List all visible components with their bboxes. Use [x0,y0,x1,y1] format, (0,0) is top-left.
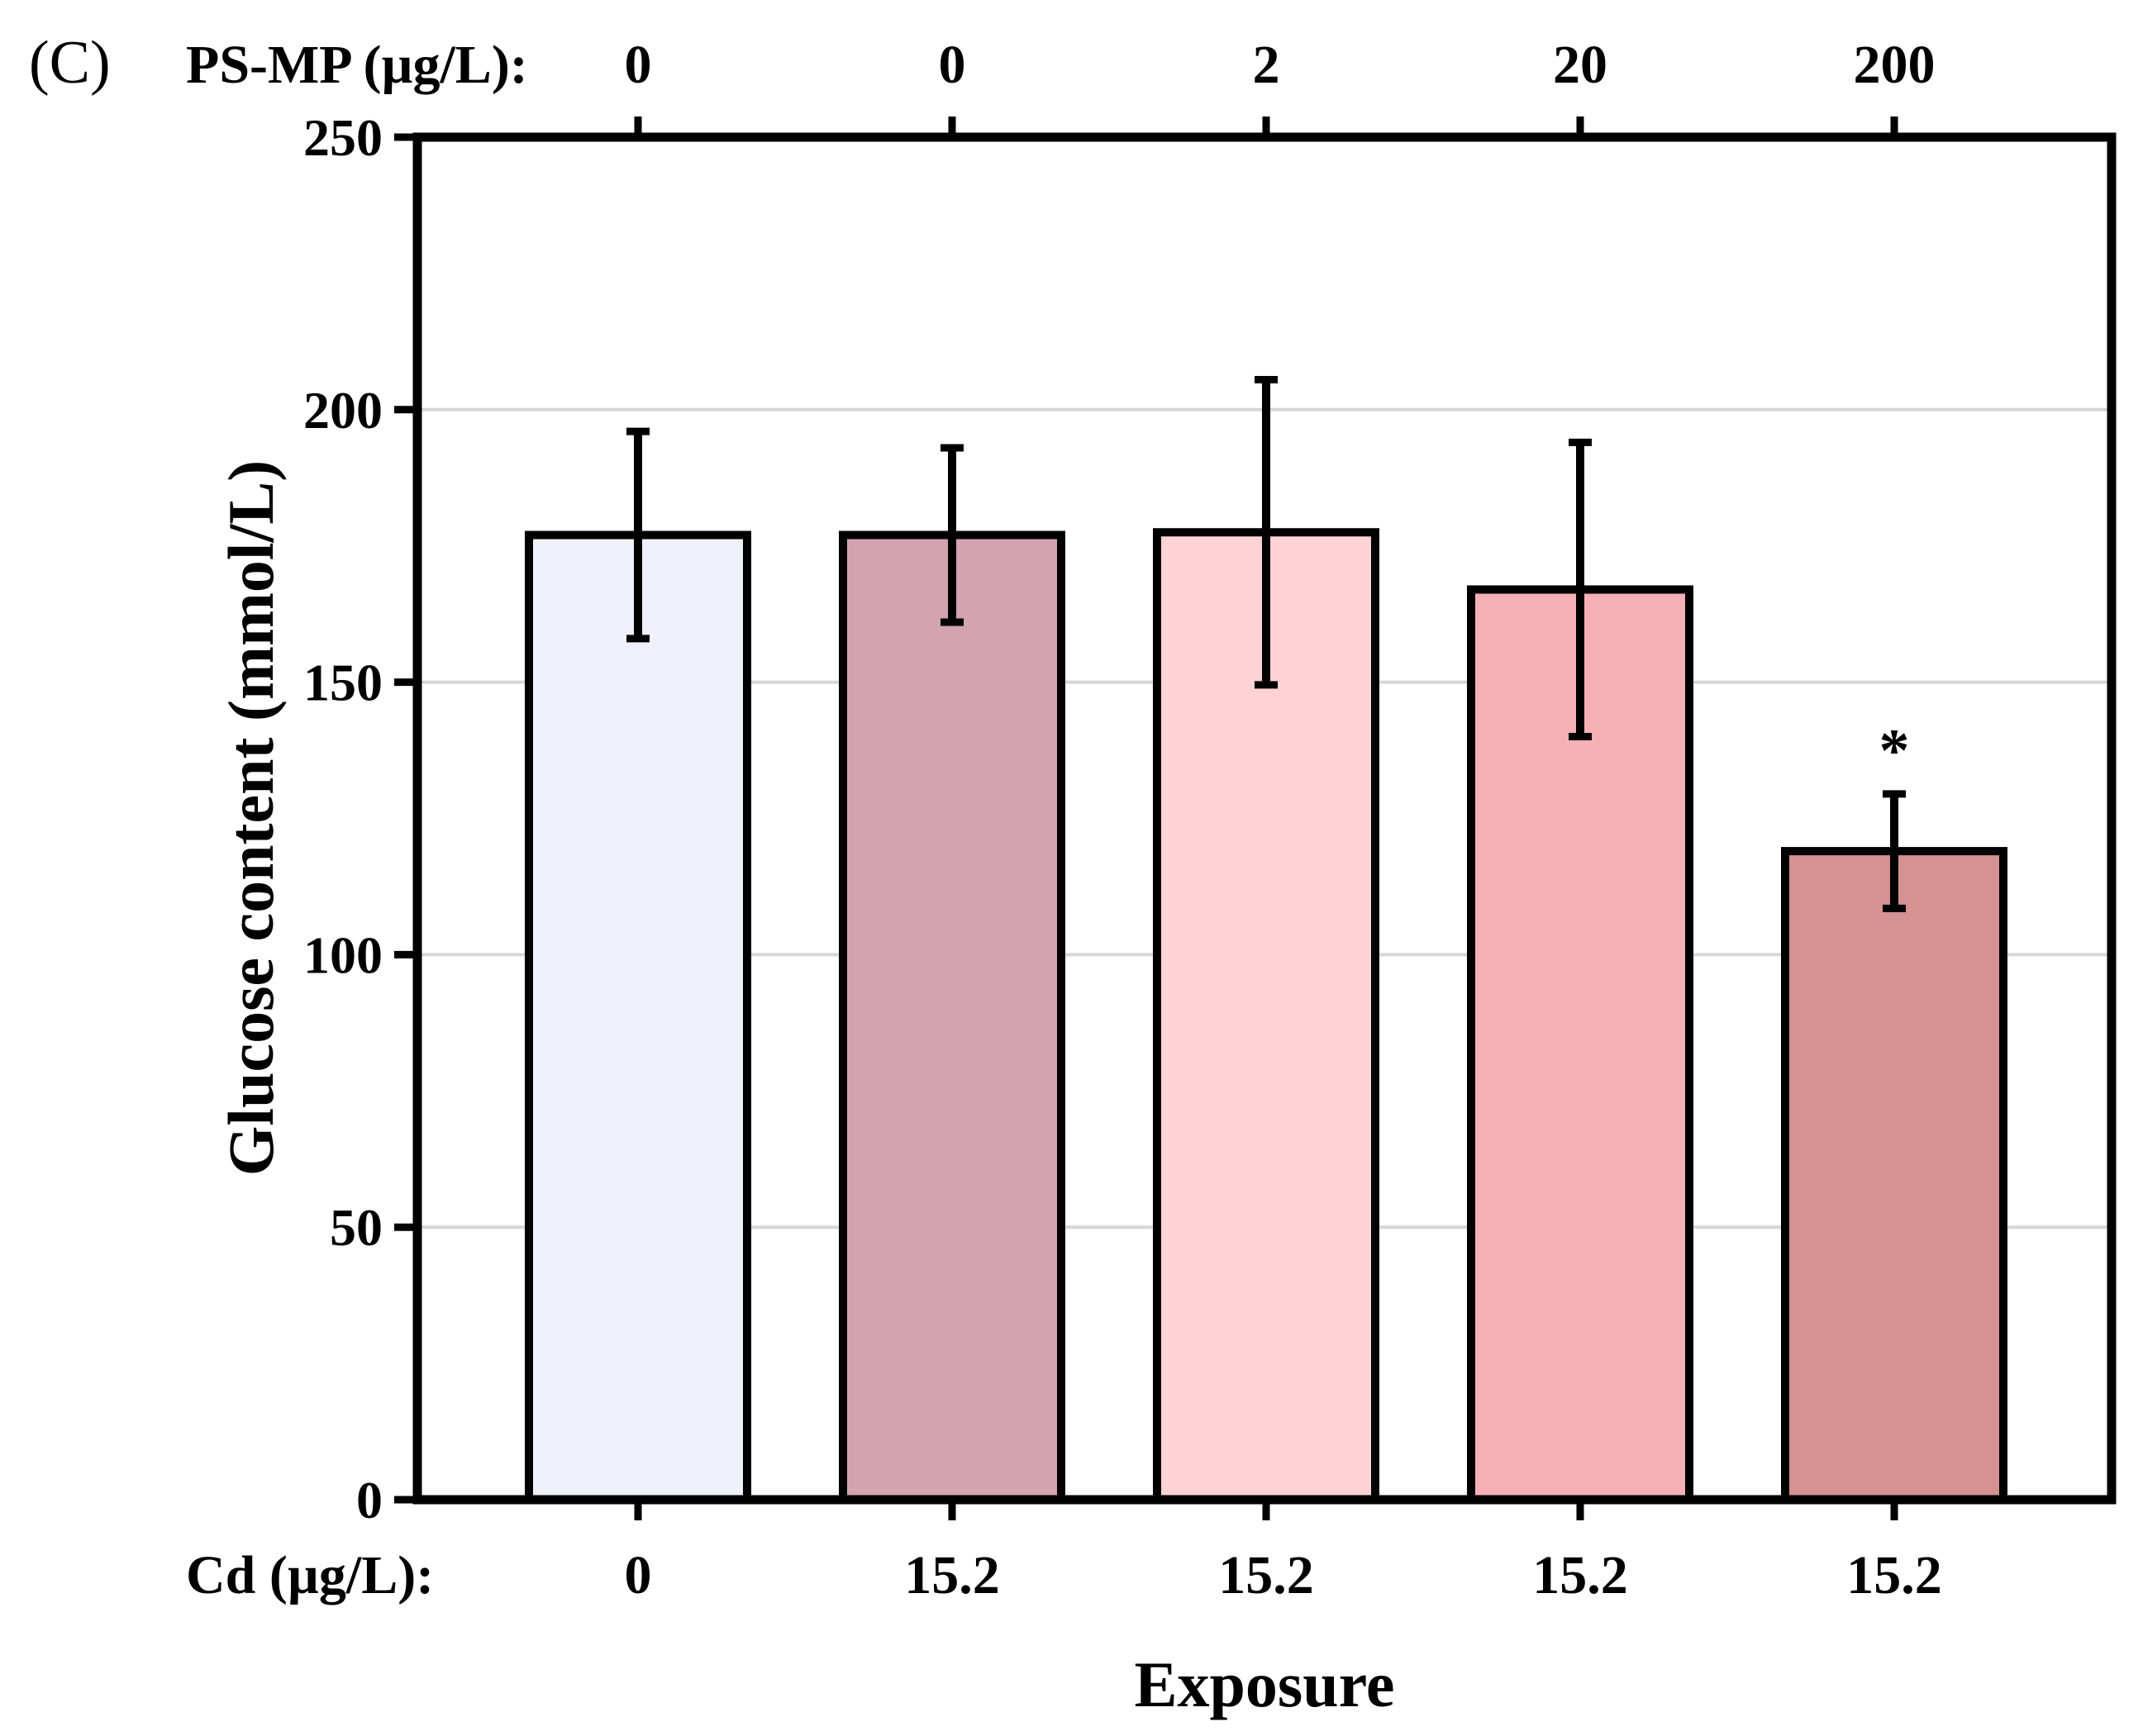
top-tick-label: 200 [1854,35,1936,95]
y-tick-label: 50 [330,1198,383,1257]
y-tick-label: 150 [303,654,383,712]
top-axis: 0 0 2 20 200 [625,35,1936,137]
top-axis-label: PS-MP (µg/L): [186,35,528,95]
bar [1467,585,1693,1504]
y-tick-label: 250 [303,108,383,167]
bottom-axis: 0 15.2 15.2 15.2 15.2 [625,1500,1942,1605]
y-tick-label: 0 [356,1471,383,1529]
annotations: * [1879,717,1910,785]
y-axis: 0 50 100 150 200 250 [303,108,417,1529]
error-bar [1883,790,1906,912]
y-axis-title: Glucose content (mmol/L) [215,460,287,1177]
top-tick-label: 20 [1553,35,1607,95]
bar [1781,847,2007,1505]
bottom-tick-label: 15.2 [1846,1545,1942,1605]
top-tick-label: 0 [939,35,966,95]
top-tick-label: 2 [1253,35,1280,95]
panel-label: (C) [29,29,111,97]
error-bars [626,376,1906,912]
y-tick-label: 100 [303,925,383,984]
y-tick-label: 200 [303,381,383,440]
top-tick-label: 0 [625,35,652,95]
error-bar [941,444,964,626]
bottom-tick-label: 0 [625,1545,652,1605]
bar [839,530,1065,1504]
bottom-tick-label: 15.2 [904,1545,1000,1605]
bottom-axis-label: Cd (µg/L): [186,1545,434,1605]
bottom-tick-label: 15.2 [1218,1545,1314,1605]
bar [525,530,751,1504]
error-bar [1255,376,1278,689]
significance-marker: * [1879,717,1910,785]
bottom-tick-label: 15.2 [1532,1545,1628,1605]
x-axis-title: Exposure [1135,1648,1395,1720]
error-bar [1569,438,1592,741]
error-bar [626,427,650,643]
